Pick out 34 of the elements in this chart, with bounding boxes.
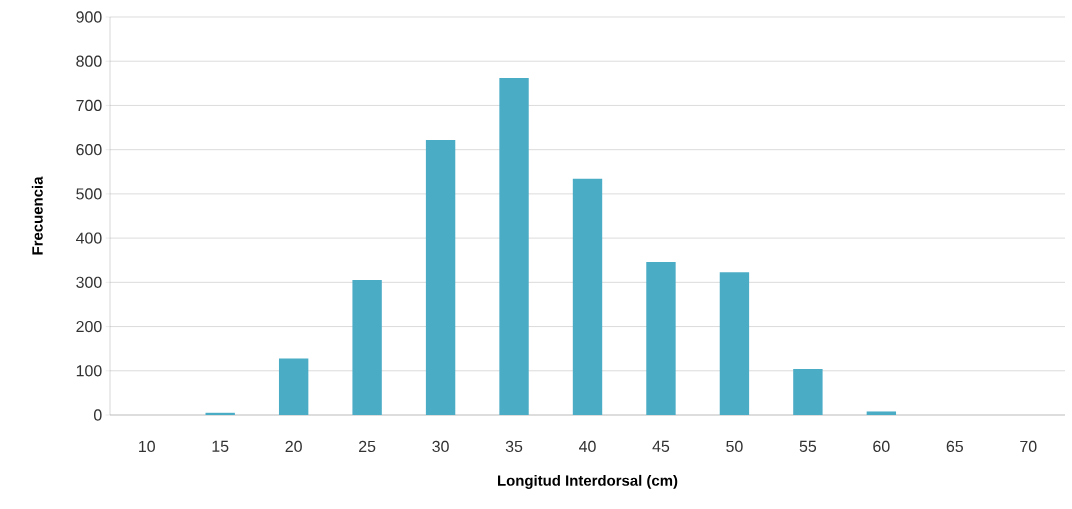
bar — [793, 369, 823, 415]
bar — [425, 139, 456, 415]
y-tick-label: 400 — [75, 232, 102, 244]
x-tick-label: 10 — [139, 440, 155, 453]
x-tick-label: 40 — [579, 440, 596, 453]
bar — [646, 261, 676, 415]
x-tick-label: 45 — [652, 440, 670, 452]
y-tick-label: 700 — [76, 99, 102, 112]
x-tick-label: 35 — [505, 440, 523, 453]
x-tick-label: 20 — [285, 440, 302, 453]
bar — [572, 178, 603, 415]
y-tick-label: 500 — [76, 188, 102, 200]
x-tick-label: 65 — [946, 440, 963, 453]
bar — [719, 272, 750, 415]
x-tick-label: 15 — [212, 440, 229, 452]
x-tick-label: 50 — [726, 440, 743, 453]
y-tick-label: 200 — [76, 320, 102, 333]
bar — [866, 411, 897, 415]
y-tick-label: 0 — [93, 409, 102, 421]
y-tick-label: 300 — [76, 276, 102, 288]
x-tick-label: 70 — [1020, 440, 1037, 453]
x-tick-label: 25 — [359, 440, 376, 453]
y-tick-label: 100 — [76, 365, 102, 377]
x-tick-label: 60 — [873, 440, 890, 453]
y-tick-label: 600 — [76, 144, 102, 156]
x-axis-title: Longitud Interdorsal (cm) — [498, 474, 678, 489]
y-tick-label: 800 — [76, 55, 102, 67]
bar — [499, 78, 529, 415]
y-tick-label: 900 — [76, 11, 102, 23]
bar — [278, 358, 309, 415]
x-tick-label: 55 — [799, 440, 817, 452]
y-axis-title: Frecuencia — [31, 176, 43, 255]
x-tick-label: 30 — [432, 440, 449, 453]
bar — [352, 280, 382, 415]
